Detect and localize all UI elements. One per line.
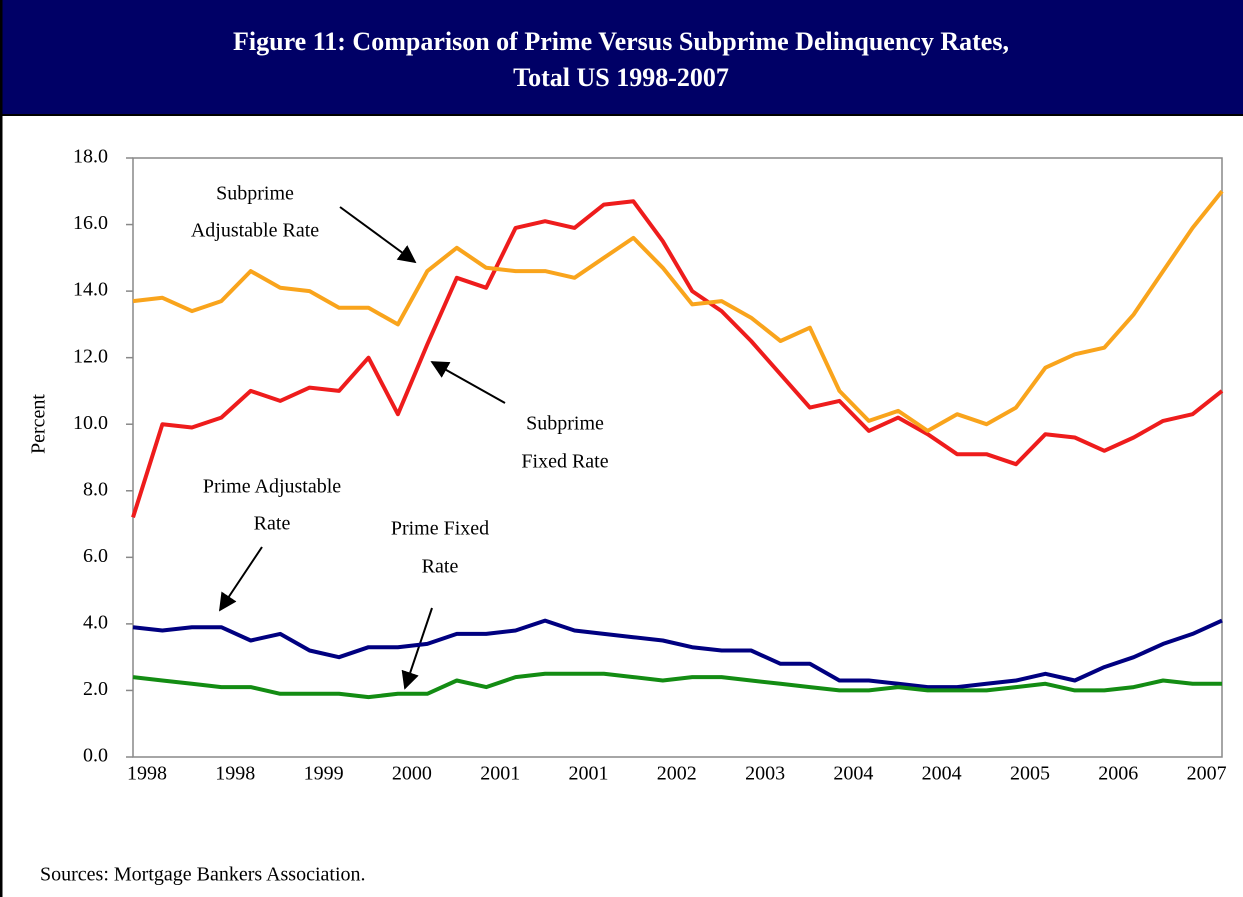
x-tick-label: 2007 — [1187, 763, 1227, 785]
series-line — [132, 671, 1222, 700]
annotation: Subprime — [526, 413, 604, 435]
x-tick-label: 2006 — [1098, 763, 1138, 785]
y-tick-label: 4.0 — [83, 611, 108, 633]
x-tick-label: 2005 — [1010, 763, 1050, 785]
series-line — [132, 190, 1224, 433]
y-tick-label: 16.0 — [73, 212, 108, 234]
series-line — [131, 199, 1224, 519]
series-line — [132, 618, 1223, 690]
y-tick-label: 18.0 — [73, 146, 108, 168]
annotation-arrow — [401, 607, 433, 690]
header-band — [0, 0, 1243, 115]
annotation: Prime Fixed — [391, 518, 489, 540]
y-tick-label: 6.0 — [83, 545, 108, 567]
annotation: Adjustable Rate — [191, 220, 319, 242]
y-tick-label: 12.0 — [73, 345, 108, 367]
y-axis-label: Percent — [28, 394, 50, 454]
y-tick-label: 14.0 — [73, 279, 108, 301]
plot-area — [132, 157, 1223, 758]
y-tick-label: 10.0 — [73, 412, 108, 434]
annotation: Rate — [422, 556, 459, 578]
y-tick-label: 2.0 — [83, 678, 108, 700]
chart-title: Total US 1998-2007 — [513, 63, 729, 92]
x-tick-label: 1998 — [215, 763, 255, 785]
chart-title: Figure 11: Comparison of Prime Versus Su… — [233, 27, 1009, 56]
x-tick-label: 2003 — [745, 763, 785, 785]
x-tick-label: 1998 — [127, 763, 167, 785]
annotation: Subprime — [216, 183, 294, 205]
x-tick-label: 2004 — [833, 763, 873, 785]
annotation-arrow — [219, 546, 263, 612]
annotation: Fixed Rate — [521, 451, 608, 473]
x-tick-label: 2001 — [480, 763, 520, 785]
annotation-arrow — [430, 361, 506, 404]
source-note: Sources: Mortgage Bankers Association. — [40, 864, 366, 886]
x-tick-label: 2001 — [568, 763, 608, 785]
x-tick-label: 2004 — [922, 763, 962, 785]
x-tick-label: 2000 — [392, 763, 432, 785]
annotation: Prime Adjustable — [203, 476, 341, 498]
y-tick-label: 0.0 — [83, 745, 108, 767]
annotation-arrow — [339, 206, 417, 264]
x-tick-label: 2002 — [657, 763, 697, 785]
y-tick-label: 8.0 — [83, 478, 108, 500]
annotation: Rate — [254, 513, 291, 535]
x-tick-label: 1999 — [304, 763, 344, 785]
